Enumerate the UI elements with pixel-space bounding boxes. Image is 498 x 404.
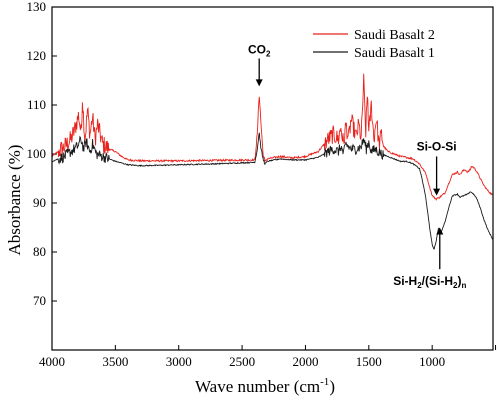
series-line-2 bbox=[51, 132, 494, 250]
x-tick-label: 4000 bbox=[39, 354, 65, 369]
annotations: CO2 Si-O-Si Si-H2/(Si-H2)n bbox=[248, 42, 466, 290]
x-axis-ticks: 4000 3500 3000 2500 2000 1500 1000 bbox=[39, 345, 497, 369]
x-tick-label: 3500 bbox=[102, 354, 128, 369]
legend-label-2: Saudi Basalt 1 bbox=[354, 46, 435, 61]
y-tick-label: 120 bbox=[27, 48, 47, 63]
y-axis-label: Absorbance (%) bbox=[5, 145, 24, 256]
series-line-1 bbox=[51, 73, 494, 201]
co2-arrowhead bbox=[255, 79, 263, 87]
x-tick-label: 1500 bbox=[356, 354, 382, 369]
x-tick-label: 3000 bbox=[166, 354, 192, 369]
plot-frame bbox=[51, 6, 494, 351]
si-o-si-arrowhead bbox=[433, 188, 441, 196]
y-tick-label: 100 bbox=[27, 146, 47, 161]
legend-label-1: Saudi Basalt 2 bbox=[354, 28, 435, 43]
x-tick-label: 2000 bbox=[292, 354, 318, 369]
si-o-si-label: Si-O-Si bbox=[417, 139, 457, 153]
x-tick-label: 1000 bbox=[419, 354, 445, 369]
y-tick-label: 130 bbox=[27, 0, 47, 14]
y-tick-label: 110 bbox=[27, 97, 46, 112]
co2-label: CO2 bbox=[248, 42, 271, 58]
legend: Saudi Basalt 2 Saudi Basalt 1 bbox=[313, 28, 435, 61]
y-axis-ticks: 70 80 90 100 110 120 130 bbox=[27, 0, 57, 308]
series-layer bbox=[51, 73, 494, 250]
x-tick-label: 2500 bbox=[229, 354, 255, 369]
y-tick-label: 70 bbox=[33, 293, 46, 308]
y-tick-label: 90 bbox=[33, 195, 46, 210]
x-axis-label: Wave number (cm-1) bbox=[195, 376, 335, 396]
si-h2-label: Si-H2/(Si-H2)n bbox=[393, 274, 466, 290]
si-h2-arrowhead bbox=[436, 227, 444, 235]
y-tick-label: 80 bbox=[33, 244, 46, 259]
